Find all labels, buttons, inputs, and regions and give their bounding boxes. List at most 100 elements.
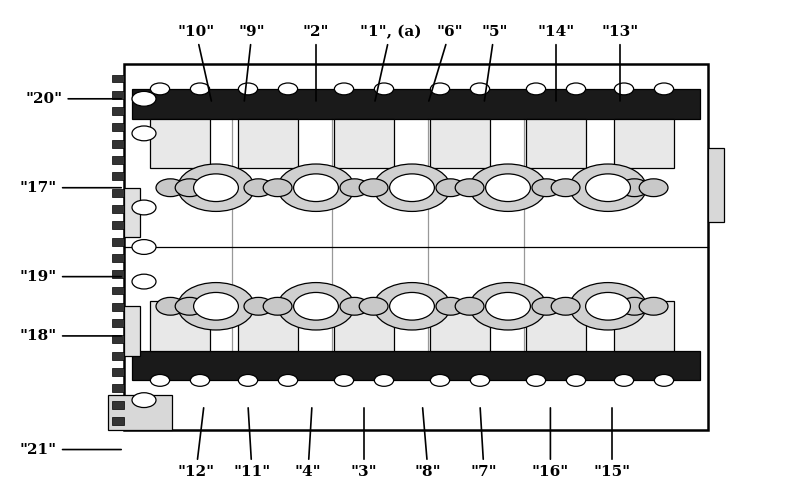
Circle shape xyxy=(132,274,156,289)
Circle shape xyxy=(334,374,354,386)
Circle shape xyxy=(430,83,450,95)
Polygon shape xyxy=(112,140,124,148)
Circle shape xyxy=(374,374,394,386)
Text: "1", (a): "1", (a) xyxy=(360,25,421,101)
Circle shape xyxy=(156,179,185,197)
Circle shape xyxy=(132,91,156,106)
Polygon shape xyxy=(124,306,140,356)
Circle shape xyxy=(532,179,561,197)
Polygon shape xyxy=(238,301,298,351)
Circle shape xyxy=(620,179,649,197)
Circle shape xyxy=(340,179,369,197)
Text: "10": "10" xyxy=(178,25,214,101)
Polygon shape xyxy=(108,395,172,430)
Text: "19": "19" xyxy=(20,270,122,284)
Circle shape xyxy=(470,164,546,211)
Text: "17": "17" xyxy=(20,181,122,195)
Circle shape xyxy=(570,283,646,330)
Text: "7": "7" xyxy=(470,408,498,479)
Text: "6": "6" xyxy=(429,25,463,101)
Polygon shape xyxy=(112,270,124,278)
Circle shape xyxy=(436,179,465,197)
Text: "18": "18" xyxy=(20,329,122,343)
Polygon shape xyxy=(112,401,124,409)
Polygon shape xyxy=(112,172,124,180)
Polygon shape xyxy=(112,352,124,360)
Text: "14": "14" xyxy=(538,25,574,101)
Circle shape xyxy=(294,292,338,320)
Polygon shape xyxy=(132,89,700,119)
Circle shape xyxy=(150,374,170,386)
Circle shape xyxy=(194,292,238,320)
Text: "3": "3" xyxy=(350,408,378,479)
Circle shape xyxy=(334,83,354,95)
Polygon shape xyxy=(112,319,124,327)
Circle shape xyxy=(278,164,354,211)
Circle shape xyxy=(390,174,434,202)
Circle shape xyxy=(175,179,204,197)
Polygon shape xyxy=(614,301,674,351)
Text: "20": "20" xyxy=(26,92,122,106)
Polygon shape xyxy=(112,254,124,262)
Circle shape xyxy=(566,374,586,386)
Circle shape xyxy=(374,83,394,95)
Circle shape xyxy=(526,374,546,386)
Text: "12": "12" xyxy=(178,408,214,479)
Polygon shape xyxy=(112,287,124,294)
Polygon shape xyxy=(112,238,124,246)
Polygon shape xyxy=(112,205,124,213)
Polygon shape xyxy=(334,301,394,351)
Polygon shape xyxy=(112,124,124,131)
Text: "15": "15" xyxy=(594,408,630,479)
Polygon shape xyxy=(112,221,124,229)
Text: "9": "9" xyxy=(238,25,266,101)
Circle shape xyxy=(654,374,674,386)
Text: "13": "13" xyxy=(602,25,638,101)
Circle shape xyxy=(132,240,156,254)
Circle shape xyxy=(430,374,450,386)
Circle shape xyxy=(238,374,258,386)
Circle shape xyxy=(175,297,204,315)
Circle shape xyxy=(586,292,630,320)
Text: "16": "16" xyxy=(532,408,569,479)
Polygon shape xyxy=(526,301,586,351)
Polygon shape xyxy=(112,75,124,82)
Circle shape xyxy=(526,83,546,95)
Polygon shape xyxy=(112,368,124,376)
Circle shape xyxy=(294,174,338,202)
Polygon shape xyxy=(150,301,210,351)
Polygon shape xyxy=(614,119,674,168)
Circle shape xyxy=(614,374,634,386)
Circle shape xyxy=(639,297,668,315)
Polygon shape xyxy=(430,119,490,168)
Circle shape xyxy=(374,164,450,211)
Circle shape xyxy=(639,179,668,197)
Circle shape xyxy=(486,292,530,320)
Circle shape xyxy=(551,179,580,197)
Text: "21": "21" xyxy=(20,443,122,456)
Circle shape xyxy=(455,297,484,315)
Circle shape xyxy=(455,179,484,197)
Circle shape xyxy=(156,297,185,315)
Circle shape xyxy=(278,283,354,330)
Circle shape xyxy=(178,164,254,211)
Circle shape xyxy=(244,179,273,197)
Circle shape xyxy=(470,374,490,386)
Text: "2": "2" xyxy=(302,25,330,101)
Circle shape xyxy=(178,283,254,330)
Polygon shape xyxy=(150,119,210,168)
Polygon shape xyxy=(430,301,490,351)
Circle shape xyxy=(390,292,434,320)
Circle shape xyxy=(194,174,238,202)
Circle shape xyxy=(470,283,546,330)
Circle shape xyxy=(620,297,649,315)
Circle shape xyxy=(614,83,634,95)
Polygon shape xyxy=(526,119,586,168)
Circle shape xyxy=(190,83,210,95)
Circle shape xyxy=(374,283,450,330)
Circle shape xyxy=(244,297,273,315)
Circle shape xyxy=(551,297,580,315)
Polygon shape xyxy=(112,417,124,425)
Polygon shape xyxy=(112,335,124,343)
Circle shape xyxy=(532,297,561,315)
